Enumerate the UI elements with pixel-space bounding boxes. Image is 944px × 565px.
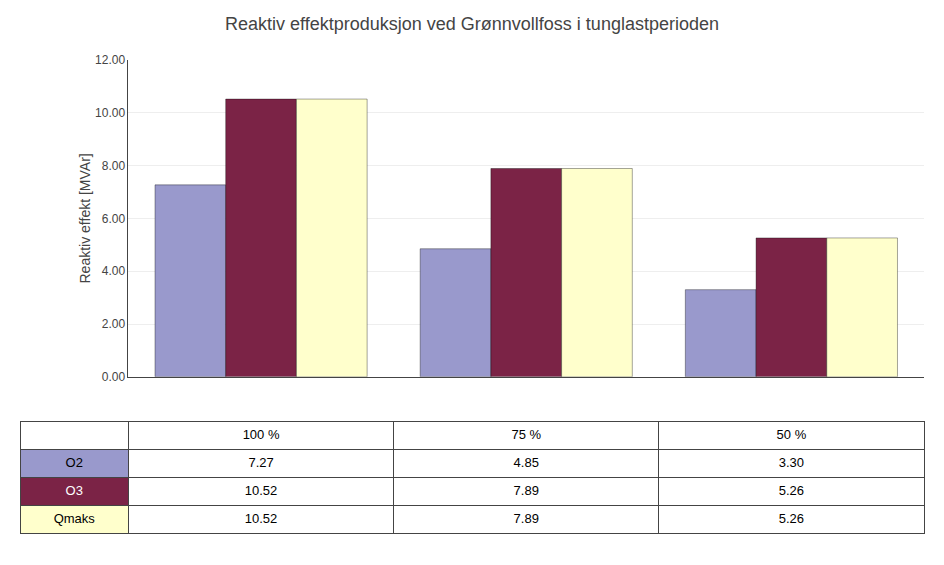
svg-text:7.89: 7.89 [514, 511, 539, 526]
svg-text:7.27: 7.27 [248, 455, 273, 470]
svg-text:100 %: 100 % [243, 427, 280, 442]
svg-text:Reaktiv effekt [MVAr]: Reaktiv effekt [MVAr] [77, 153, 93, 283]
svg-text:3.30: 3.30 [779, 455, 804, 470]
svg-text:Reaktiv effektproduksjon ved G: Reaktiv effektproduksjon ved Grønnvollfo… [225, 14, 719, 34]
svg-text:O2: O2 [66, 455, 83, 470]
svg-text:10.52: 10.52 [245, 511, 278, 526]
svg-text:10.00: 10.00 [95, 106, 125, 120]
svg-text:2.00: 2.00 [102, 317, 126, 331]
svg-text:5.26: 5.26 [779, 511, 804, 526]
svg-text:7.89: 7.89 [514, 483, 539, 498]
svg-text:6.00: 6.00 [102, 212, 126, 226]
svg-text:5.26: 5.26 [779, 483, 804, 498]
svg-text:10.52: 10.52 [245, 483, 278, 498]
svg-text:4.85: 4.85 [514, 455, 539, 470]
svg-text:12.00: 12.00 [95, 53, 125, 67]
svg-text:4.00: 4.00 [102, 264, 126, 278]
svg-text:50 %: 50 % [777, 427, 807, 442]
svg-text:Qmaks: Qmaks [54, 511, 96, 526]
svg-text:8.00: 8.00 [102, 159, 126, 173]
svg-text:0.00: 0.00 [102, 370, 126, 384]
svg-text:O3: O3 [66, 483, 83, 498]
svg-text:75 %: 75 % [511, 427, 541, 442]
